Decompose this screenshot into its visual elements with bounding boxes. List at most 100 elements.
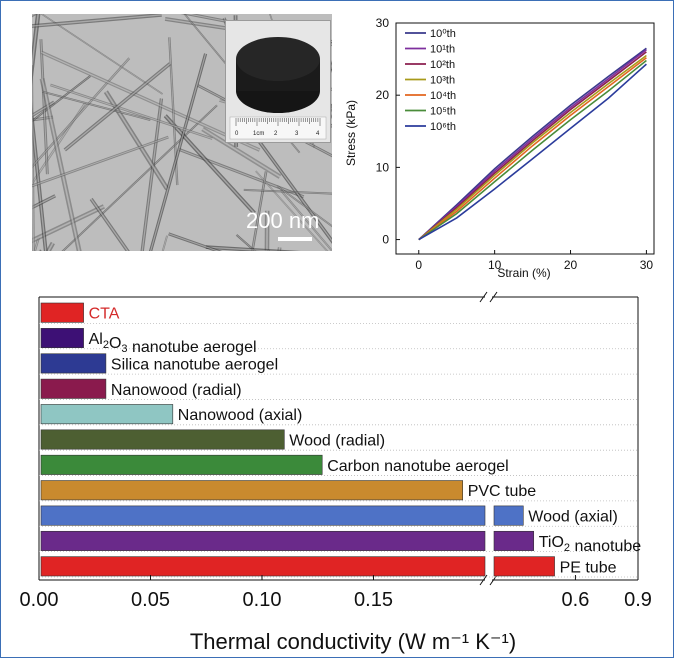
bar-label: Al2O3 nanotube aerogel — [89, 331, 257, 356]
nanotube-core — [90, 198, 129, 251]
nanotube-core — [41, 78, 81, 251]
nanotube-core — [202, 128, 281, 178]
legend-label: 10⁵th — [430, 106, 456, 118]
axis-break-mark — [479, 291, 488, 303]
x-tick-label: 0.6 — [562, 589, 590, 611]
nanotube-core — [266, 210, 269, 251]
x-tick-label: 0.05 — [131, 589, 170, 611]
x-tick-label: 10 — [488, 258, 502, 272]
nanotube-core — [41, 51, 260, 151]
bar — [40, 429, 285, 450]
bar — [40, 505, 486, 526]
ruler-label-1: 1cm — [253, 131, 264, 137]
nanotube-core — [32, 14, 39, 74]
y-tick-label: 20 — [376, 88, 390, 102]
y-tick-label: 10 — [376, 160, 390, 174]
x-tick-label: 0.9 — [624, 589, 652, 611]
nanotube-core — [277, 185, 332, 227]
stress-xlabel: Strain (%) — [497, 266, 550, 280]
stress-ylabel: Stress (kPa) — [344, 100, 358, 166]
bar-label: PE tube — [560, 559, 617, 576]
nanotube-core — [150, 53, 207, 251]
nanotube-core — [41, 14, 163, 95]
aerogel-disk-photo: 0 1cm 2 3 4 — [226, 21, 330, 142]
legend-label: 10²th — [430, 59, 455, 71]
x-tick-label: 0.15 — [354, 589, 393, 611]
ruler — [235, 118, 321, 126]
y-tick-label: 0 — [382, 233, 389, 247]
nanotube-core — [32, 102, 86, 185]
legend-label: 10³th — [430, 75, 455, 87]
nanotube-core — [141, 98, 163, 251]
nanotube-core — [243, 189, 332, 194]
ruler-label-3: 3 — [295, 131, 299, 137]
nanotube-core — [32, 112, 47, 251]
y-tick-label: 30 — [376, 16, 390, 30]
bar — [40, 302, 84, 323]
tc-xlabel: Thermal conductivity (W m⁻¹ K⁻¹) — [190, 629, 516, 654]
tc-chart-ticks: 0.00 0.05 0.10 0.15 0.6 0.9 — [20, 575, 652, 611]
bar — [40, 530, 486, 551]
series-line — [418, 51, 647, 241]
nanotube-core — [168, 233, 220, 251]
nanotube-core — [64, 63, 171, 151]
bar — [40, 454, 323, 475]
nanotube-core — [178, 148, 304, 198]
scale-bar-label: 200 nm — [246, 208, 320, 233]
series-line — [418, 63, 647, 241]
legend-label: 10⁴th — [430, 90, 456, 102]
sample-photo-inset: 0 1cm 2 3 4 — [225, 20, 331, 143]
bar-continued — [493, 556, 555, 577]
bar-label: Nanowood (axial) — [178, 407, 303, 424]
x-tick-label: 20 — [564, 258, 578, 272]
legend-label: 10⁰th — [430, 28, 456, 40]
bar-label: Nanowood (radial) — [111, 382, 242, 399]
bar — [40, 353, 107, 374]
bar-label: Carbon nanotube aerogel — [327, 458, 508, 475]
bar — [40, 328, 84, 349]
stress-strain-chart: 0 10 20 30 0 10 20 30 10⁰th 10¹th 10²th 10³th 10⁴th… — [344, 16, 655, 280]
nanotube-core — [32, 205, 105, 242]
nanotube-core — [164, 115, 255, 214]
x-tick-label: 30 — [640, 258, 654, 272]
nanotube-core — [32, 14, 162, 27]
nanotube-core — [42, 91, 151, 121]
bar — [40, 378, 107, 399]
legend-label: 10¹th — [430, 44, 455, 56]
x-tick-label: 0.00 — [20, 589, 59, 611]
bar-label: Wood (radial) — [289, 433, 385, 450]
nanotube-core — [32, 195, 56, 209]
axis-break-mark — [479, 574, 488, 586]
x-tick-label: 0.10 — [243, 589, 282, 611]
x-tick-label: 0 — [415, 258, 422, 272]
bar-continued — [493, 530, 535, 551]
bar — [40, 556, 486, 577]
bar-label: Silica nanotube aerogel — [111, 356, 278, 373]
axis-break-mark — [489, 291, 498, 303]
series-line — [418, 49, 647, 241]
ruler-label-2: 2 — [274, 131, 278, 137]
ruler-label-0: 0 — [235, 131, 239, 137]
series-line — [418, 54, 647, 241]
bar-continued — [493, 505, 524, 526]
tem-micrograph: 0 1cm 2 3 4 200 nm — [32, 14, 332, 251]
nanotube-core — [32, 136, 169, 187]
scale-bar — [278, 237, 312, 241]
bar — [40, 404, 174, 425]
bar-label: TiO2 nanotube — [539, 534, 642, 555]
nanotube-core — [32, 75, 34, 251]
nanotube-core — [251, 171, 267, 251]
nanotube-core — [205, 246, 282, 251]
bar-label: CTA — [89, 306, 120, 323]
nanotube-core — [50, 84, 213, 140]
nanotube-core — [280, 189, 332, 251]
series-line — [418, 57, 647, 241]
plot-frame — [395, 22, 655, 255]
stress-chart-legend: 10⁰th 10¹th 10²th 10³th 10⁴th 10⁵th 10⁶th — [405, 28, 456, 133]
series-line — [418, 47, 647, 241]
ruler-label-4: 4 — [316, 131, 320, 137]
stress-chart-axes: 0 10 20 30 0 10 20 30 — [376, 16, 655, 272]
